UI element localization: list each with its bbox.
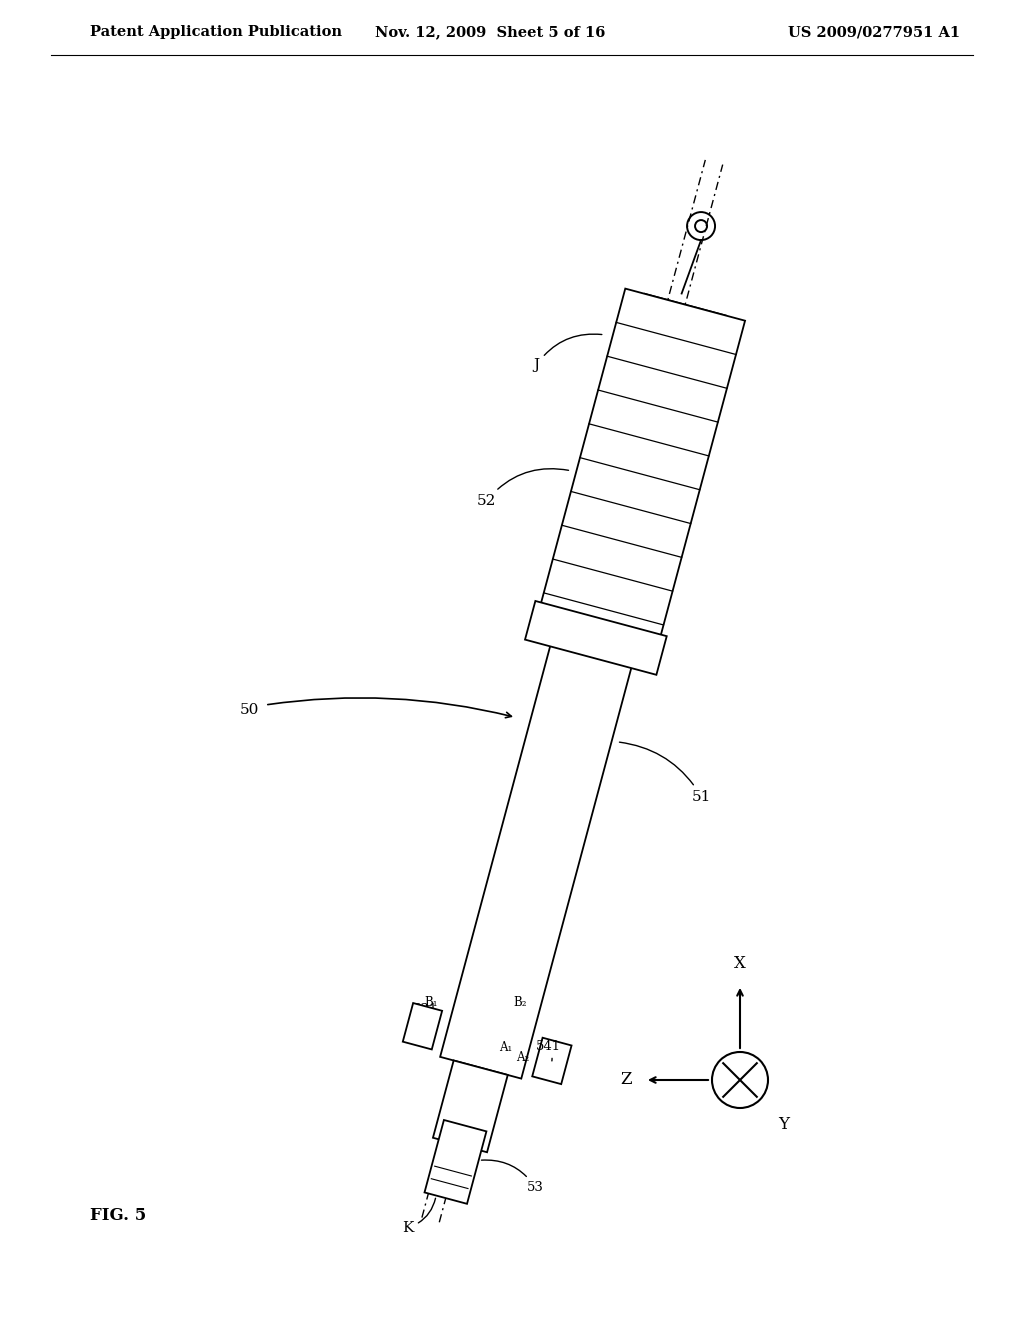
Text: 541: 541 bbox=[536, 1040, 560, 1061]
Text: 52: 52 bbox=[477, 469, 568, 508]
Text: Z: Z bbox=[621, 1072, 632, 1089]
Polygon shape bbox=[440, 294, 726, 1078]
Polygon shape bbox=[433, 1060, 508, 1152]
Text: J: J bbox=[534, 334, 602, 372]
Text: A₁: A₁ bbox=[500, 1041, 512, 1055]
Text: K: K bbox=[401, 1199, 435, 1234]
Polygon shape bbox=[425, 1119, 486, 1204]
Text: Y: Y bbox=[778, 1115, 790, 1133]
Text: 51: 51 bbox=[620, 742, 711, 804]
Polygon shape bbox=[525, 601, 667, 675]
Text: 531: 531 bbox=[413, 1003, 438, 1015]
Text: 53: 53 bbox=[481, 1160, 544, 1195]
Text: FIG. 5: FIG. 5 bbox=[90, 1206, 146, 1224]
Text: Patent Application Publication: Patent Application Publication bbox=[90, 25, 342, 40]
Polygon shape bbox=[532, 1038, 571, 1084]
Polygon shape bbox=[535, 289, 745, 659]
Text: US 2009/0277951 A1: US 2009/0277951 A1 bbox=[787, 25, 961, 40]
Text: B₂: B₂ bbox=[513, 997, 526, 1010]
Text: 50: 50 bbox=[240, 704, 259, 717]
Text: B₁: B₁ bbox=[425, 997, 438, 1010]
Text: A₂: A₂ bbox=[516, 1051, 529, 1064]
Polygon shape bbox=[402, 1003, 442, 1049]
Text: Nov. 12, 2009  Sheet 5 of 16: Nov. 12, 2009 Sheet 5 of 16 bbox=[375, 25, 605, 40]
Text: X: X bbox=[734, 954, 745, 972]
